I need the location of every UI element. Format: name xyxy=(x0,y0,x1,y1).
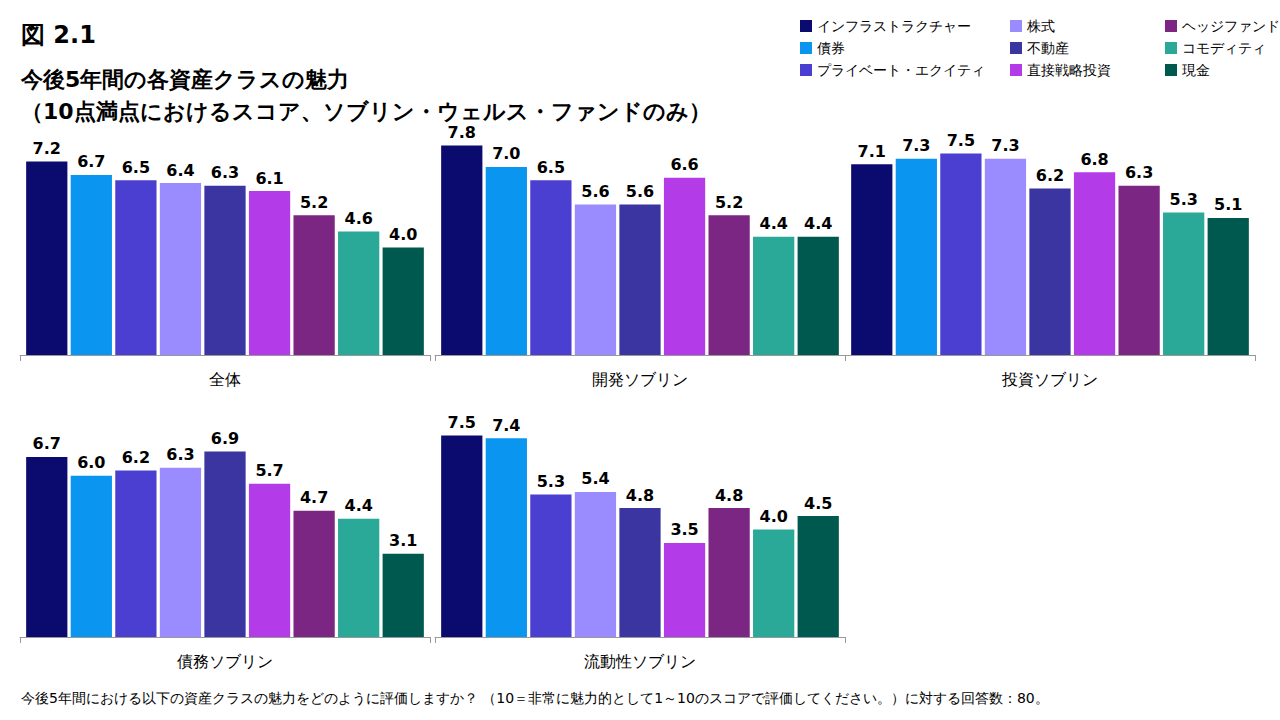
svg-text:7.2: 7.2 xyxy=(33,139,61,158)
svg-text:5.1: 5.1 xyxy=(1214,195,1242,214)
svg-text:投資ソブリン: 投資ソブリン xyxy=(1001,370,1098,389)
svg-text:4.8: 4.8 xyxy=(626,486,654,505)
svg-text:7.1: 7.1 xyxy=(858,142,886,161)
svg-text:4.6: 4.6 xyxy=(344,209,372,228)
svg-text:5.2: 5.2 xyxy=(715,193,743,212)
svg-text:5.6: 5.6 xyxy=(626,182,654,201)
svg-text:6.7: 6.7 xyxy=(77,152,105,171)
svg-text:4.4: 4.4 xyxy=(344,496,372,515)
svg-text:5.7: 5.7 xyxy=(255,461,283,480)
svg-text:6.2: 6.2 xyxy=(122,448,150,467)
svg-text:5.4: 5.4 xyxy=(581,469,609,488)
svg-text:6.8: 6.8 xyxy=(1080,150,1108,169)
svg-text:7.5: 7.5 xyxy=(947,131,975,150)
svg-text:4.5: 4.5 xyxy=(804,494,832,513)
svg-text:6.5: 6.5 xyxy=(122,158,150,177)
svg-text:6.2: 6.2 xyxy=(1036,166,1064,185)
svg-text:4.0: 4.0 xyxy=(389,225,417,244)
svg-text:6.9: 6.9 xyxy=(211,429,239,448)
svg-text:プライベート・エクイティ: プライベート・エクイティ xyxy=(817,62,985,78)
svg-text:7.8: 7.8 xyxy=(448,123,476,142)
svg-text:6.3: 6.3 xyxy=(166,445,194,464)
svg-text:全体: 全体 xyxy=(209,370,241,389)
svg-text:7.0: 7.0 xyxy=(492,144,520,163)
svg-text:7.4: 7.4 xyxy=(492,416,520,435)
svg-text:6.5: 6.5 xyxy=(537,158,565,177)
svg-text:3.5: 3.5 xyxy=(670,520,698,539)
svg-text:6.3: 6.3 xyxy=(1125,163,1153,182)
svg-text:6.1: 6.1 xyxy=(255,169,283,188)
svg-text:今後5年間における以下の資産クラスの魅力をどのように評価しま: 今後5年間における以下の資産クラスの魅力をどのように評価しますか？ （10＝非常… xyxy=(21,690,1049,706)
svg-text:5.2: 5.2 xyxy=(300,193,328,212)
svg-text:ヘッジファンド: ヘッジファンド xyxy=(1182,18,1280,34)
svg-text:7.3: 7.3 xyxy=(902,136,930,155)
svg-text:7.3: 7.3 xyxy=(991,136,1019,155)
svg-text:図 2.1: 図 2.1 xyxy=(21,21,96,49)
svg-text:インフラストラクチャー: インフラストラクチャー xyxy=(817,18,971,34)
svg-text:4.8: 4.8 xyxy=(715,486,743,505)
svg-text:6.6: 6.6 xyxy=(670,155,698,174)
svg-text:直接戦略投資: 直接戦略投資 xyxy=(1027,62,1111,78)
svg-text:4.4: 4.4 xyxy=(804,214,832,233)
svg-text:流動性ソブリン: 流動性ソブリン xyxy=(584,652,696,671)
svg-text:4.4: 4.4 xyxy=(759,214,787,233)
svg-text:債務ソブリン: 債務ソブリン xyxy=(177,652,273,671)
svg-text:株式: 株式 xyxy=(1026,18,1055,34)
svg-text:現金: 現金 xyxy=(1182,62,1210,78)
svg-text:5.3: 5.3 xyxy=(1169,190,1197,209)
svg-text:6.3: 6.3 xyxy=(211,163,239,182)
svg-text:コモディティ: コモディティ xyxy=(1182,40,1266,56)
svg-text:4.0: 4.0 xyxy=(759,507,787,526)
svg-text:7.5: 7.5 xyxy=(448,413,476,432)
svg-text:今後5年間の各資産クラスの魅力: 今後5年間の各資産クラスの魅力 xyxy=(20,67,349,92)
svg-text:5.6: 5.6 xyxy=(581,182,609,201)
svg-text:（10点満点におけるスコア、ソブリン・ウェルス・ファンドのみ: （10点満点におけるスコア、ソブリン・ウェルス・ファンドのみ） xyxy=(21,99,711,124)
svg-text:6.0: 6.0 xyxy=(77,453,105,472)
svg-text:6.4: 6.4 xyxy=(166,161,194,180)
svg-text:不動産: 不動産 xyxy=(1027,40,1069,56)
svg-text:開発ソブリン: 開発ソブリン xyxy=(592,370,688,389)
svg-text:3.1: 3.1 xyxy=(389,531,417,550)
svg-text:5.3: 5.3 xyxy=(537,472,565,491)
svg-text:債券: 債券 xyxy=(817,40,845,56)
svg-text:6.7: 6.7 xyxy=(33,434,61,453)
svg-text:4.7: 4.7 xyxy=(300,488,328,507)
